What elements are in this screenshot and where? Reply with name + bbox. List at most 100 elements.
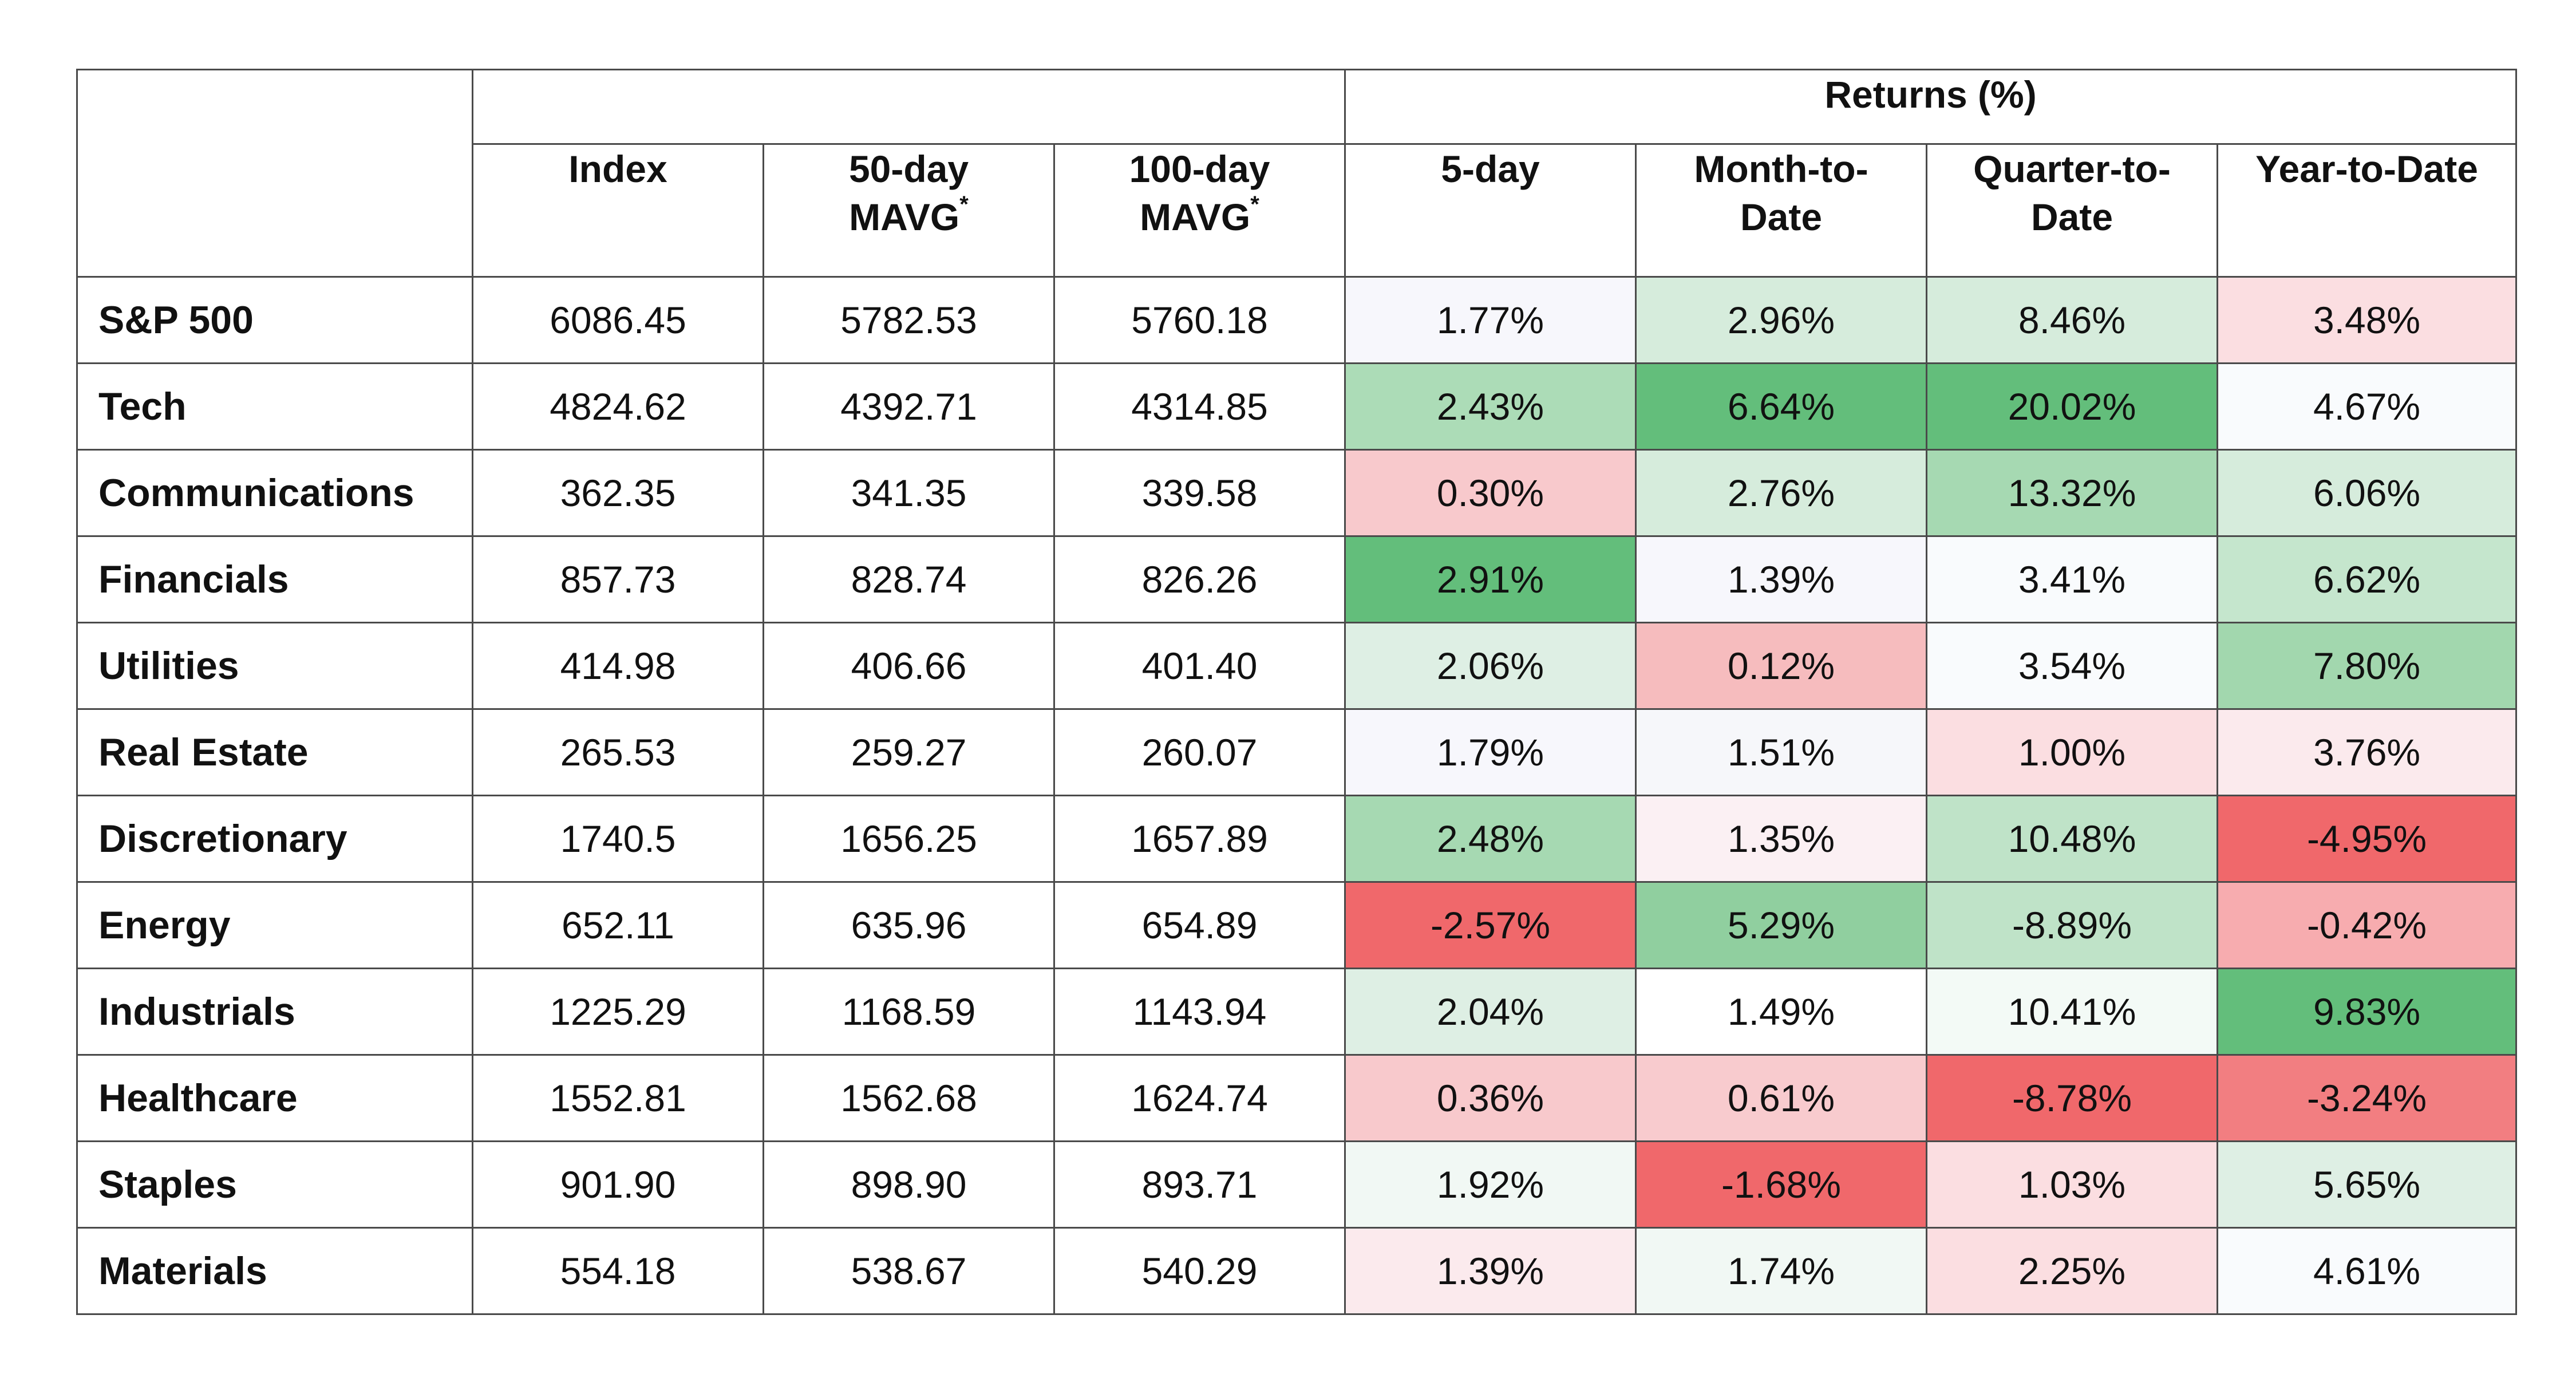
ytd-return-cell: 6.06% bbox=[2216, 449, 2518, 537]
ma100-value-cell: 1143.94 bbox=[1053, 968, 1346, 1056]
ma50-value-cell: 1656.25 bbox=[762, 795, 1055, 883]
column-header-line-wrap: MAVG* bbox=[1055, 193, 1344, 241]
sector-name-cell: Utilities bbox=[76, 622, 473, 710]
table-row: Industrials 1225.29 1168.59 1143.94 2.04% 1.4… bbox=[76, 968, 2518, 1056]
ytd-return-cell: 9.83% bbox=[2216, 968, 2518, 1056]
r5d-return-cell: 2.04% bbox=[1344, 968, 1637, 1056]
r5d-return-cell: 2.48% bbox=[1344, 795, 1637, 883]
ma50-value-cell: 898.90 bbox=[762, 1140, 1055, 1229]
column-header-line: MAVG bbox=[849, 196, 960, 238]
ytd-return-cell: 5.65% bbox=[2216, 1140, 2518, 1229]
table-row: Energy 652.11 635.96 654.89 -2.57% 5.29% -8.89… bbox=[76, 881, 2518, 969]
table-row: Financials 857.73 828.74 826.26 2.91% 1.39% 3.… bbox=[76, 535, 2518, 623]
mtd-return-cell: 1.35% bbox=[1635, 795, 1927, 883]
mtd-return-cell: 6.64% bbox=[1635, 362, 1927, 451]
sector-name-cell: Energy bbox=[76, 881, 473, 969]
sector-name-cell: Communications bbox=[76, 449, 473, 537]
mtd-return-cell: 2.96% bbox=[1635, 276, 1927, 364]
mtd-return-cell: -1.68% bbox=[1635, 1140, 1927, 1229]
group-header-row: Returns (%) bbox=[76, 69, 2518, 278]
ytd-return-cell: 6.62% bbox=[2216, 535, 2518, 623]
r5d-return-cell: 2.91% bbox=[1344, 535, 1637, 623]
mtd-return-cell: 5.29% bbox=[1635, 881, 1927, 969]
r5d-return-cell: 1.77% bbox=[1344, 276, 1637, 364]
ma50-value-cell: 1168.59 bbox=[762, 968, 1055, 1056]
sector-name-cell: Financials bbox=[76, 535, 473, 623]
ma50-value-cell: 341.35 bbox=[762, 449, 1055, 537]
table-row: Healthcare 1552.81 1562.68 1624.74 0.36% 0.61… bbox=[76, 1054, 2518, 1142]
r5d-return-cell: 0.36% bbox=[1344, 1054, 1637, 1142]
column-header-line: Date bbox=[1740, 196, 1823, 238]
mtd-return-cell: 1.51% bbox=[1635, 708, 1927, 796]
corner-header-cell bbox=[76, 69, 473, 278]
index-value-cell: 4824.62 bbox=[472, 362, 764, 451]
ytd-return-cell: 4.67% bbox=[2216, 362, 2518, 451]
ytd-return-cell: 3.76% bbox=[2216, 708, 2518, 796]
mtd-return-cell: 1.74% bbox=[1635, 1227, 1927, 1315]
column-header-line: Index bbox=[568, 148, 667, 190]
sector-name-cell: Healthcare bbox=[76, 1054, 473, 1142]
index-value-cell: 1552.81 bbox=[472, 1054, 764, 1142]
mtd-return-cell: 0.12% bbox=[1635, 622, 1927, 710]
ma100-value-cell: 260.07 bbox=[1053, 708, 1346, 796]
ma100-value-cell: 401.40 bbox=[1053, 622, 1346, 710]
ma100-value-cell: 339.58 bbox=[1053, 449, 1346, 537]
blank-group-header-cell bbox=[472, 69, 1346, 145]
ytd-return-cell: 4.61% bbox=[2216, 1227, 2518, 1315]
sector-name-cell: Tech bbox=[76, 362, 473, 451]
sector-name-cell: Real Estate bbox=[76, 708, 473, 796]
column-header-index: Index bbox=[472, 143, 764, 278]
qtd-return-cell: 1.03% bbox=[1926, 1140, 2218, 1229]
ma100-value-cell: 654.89 bbox=[1053, 881, 1346, 969]
r5d-return-cell: 1.79% bbox=[1344, 708, 1637, 796]
sector-name-cell: Staples bbox=[76, 1140, 473, 1229]
table-row: Communications 362.35 341.35 339.58 0.30% 2.7… bbox=[76, 449, 2518, 537]
table-row: Tech 4824.62 4392.71 4314.85 2.43% 6.64% 20.02… bbox=[76, 362, 2518, 451]
column-header-line: Month-to- bbox=[1694, 148, 1868, 190]
index-value-cell: 414.98 bbox=[472, 622, 764, 710]
table-body: S&P 500 6086.45 5782.53 5760.18 1.77% 2.96% 8.… bbox=[76, 276, 2518, 1315]
column-header-line: 100-day bbox=[1129, 148, 1270, 190]
ma100-value-cell: 1624.74 bbox=[1053, 1054, 1346, 1142]
qtd-return-cell: 10.41% bbox=[1926, 968, 2218, 1056]
ma100-value-cell: 1657.89 bbox=[1053, 795, 1346, 883]
ma100-value-cell: 826.26 bbox=[1053, 535, 1346, 623]
qtd-return-cell: 20.02% bbox=[1926, 362, 2218, 451]
sector-name-cell: S&P 500 bbox=[76, 276, 473, 364]
index-value-cell: 362.35 bbox=[472, 449, 764, 537]
ma100-value-cell: 893.71 bbox=[1053, 1140, 1346, 1229]
qtd-return-cell: 3.54% bbox=[1926, 622, 2218, 710]
table-row: Discretionary 1740.5 1656.25 1657.89 2.48% 1.… bbox=[76, 795, 2518, 883]
column-header-line: MAVG bbox=[1140, 196, 1251, 238]
r5d-return-cell: 1.92% bbox=[1344, 1140, 1637, 1229]
column-header-line: Quarter-to- bbox=[1973, 148, 2171, 190]
ytd-return-cell: 3.48% bbox=[2216, 276, 2518, 364]
footnote-asterisk: * bbox=[959, 192, 969, 217]
index-value-cell: 901.90 bbox=[472, 1140, 764, 1229]
ma50-value-cell: 635.96 bbox=[762, 881, 1055, 969]
index-value-cell: 6086.45 bbox=[472, 276, 764, 364]
column-header-ytd: Year-to-Date bbox=[2216, 143, 2518, 278]
column-header-line: Date bbox=[2030, 196, 2113, 238]
ma50-value-cell: 1562.68 bbox=[762, 1054, 1055, 1142]
returns-group-header: Returns (%) bbox=[1344, 69, 2518, 145]
column-header-ma100: 100-day MAVG* bbox=[1053, 143, 1346, 278]
qtd-return-cell: -8.78% bbox=[1926, 1054, 2218, 1142]
column-header-r5d: 5-day bbox=[1344, 143, 1637, 278]
index-value-cell: 265.53 bbox=[472, 708, 764, 796]
ma50-value-cell: 4392.71 bbox=[762, 362, 1055, 451]
column-header-ma50: 50-day MAVG* bbox=[762, 143, 1055, 278]
qtd-return-cell: 13.32% bbox=[1926, 449, 2218, 537]
table-row: Real Estate 265.53 259.27 260.07 1.79% 1.51% 1… bbox=[76, 708, 2518, 796]
index-value-cell: 554.18 bbox=[472, 1227, 764, 1315]
sector-name-cell: Industrials bbox=[76, 968, 473, 1056]
column-header-row: Index 50-day MAVG* 100-day MAVG* 5-day Month-t… bbox=[77, 143, 2518, 278]
ytd-return-cell: -4.95% bbox=[2216, 795, 2518, 883]
mtd-return-cell: 1.39% bbox=[1635, 535, 1927, 623]
column-header-line: Year-to-Date bbox=[2255, 148, 2478, 190]
ma50-value-cell: 828.74 bbox=[762, 535, 1055, 623]
index-value-cell: 857.73 bbox=[472, 535, 764, 623]
qtd-return-cell: 8.46% bbox=[1926, 276, 2218, 364]
table-row: S&P 500 6086.45 5782.53 5760.18 1.77% 2.96% 8.… bbox=[76, 276, 2518, 364]
ma50-value-cell: 406.66 bbox=[762, 622, 1055, 710]
